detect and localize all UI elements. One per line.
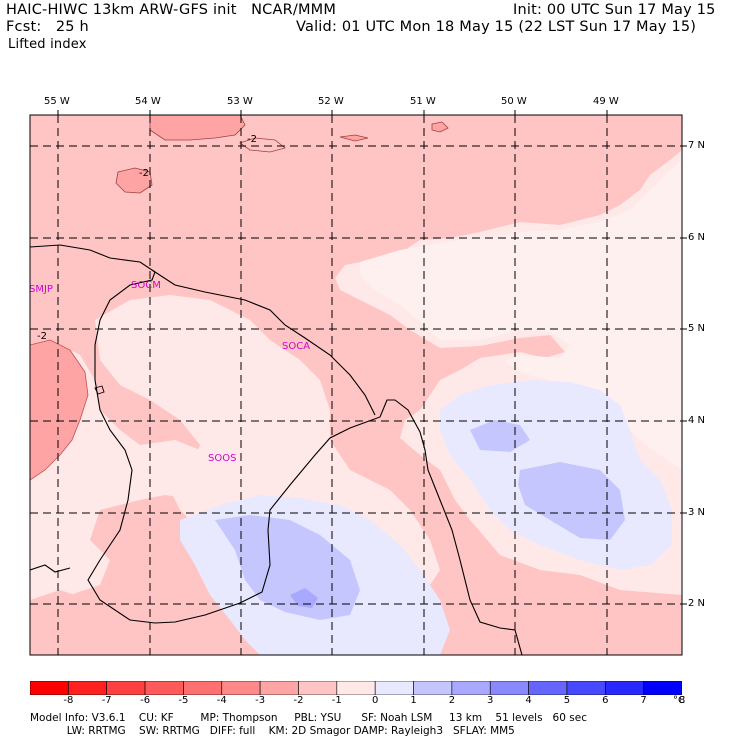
colorbar-swatch — [30, 681, 69, 695]
lon-label-54w: 54 W — [135, 96, 161, 107]
region-pos-2-3 — [290, 588, 318, 608]
title-line: HAIC-HIWC 13km ARW-GFS init NCAR/MMM — [6, 2, 337, 18]
region-neg2-neg3-c — [431, 121, 449, 133]
colorbar-tick-label: 0 — [372, 695, 379, 706]
map-frame — [29, 114, 683, 656]
colorbar-swatch — [183, 681, 223, 695]
colorbar-tick-label: 7 — [640, 695, 647, 706]
contour-label: -2 — [139, 168, 149, 179]
region-pos-1-2-b — [518, 462, 625, 540]
colorbar-tick-label: -2 — [293, 695, 304, 706]
init-time: Init: 00 UTC Sun 17 May 15 — [513, 2, 716, 18]
region-pos-1-2-south — [215, 515, 360, 620]
colorbar-swatch — [451, 681, 491, 695]
valid-time: Valid: 01 UTC Mon 18 May 15 (22 LST Sun … — [296, 19, 697, 35]
colorbar-swatch — [144, 681, 184, 695]
model-info-line-1: Model Info: V3.6.1 CU: KF MP: Thompson P… — [30, 712, 587, 724]
colorbar-swatch — [221, 681, 261, 695]
model-info-line-2: LW: RRTMG SW: RRTMG DIFF: full KM: 2D Sm… — [30, 725, 515, 737]
colorbar-swatch — [643, 681, 682, 695]
colorbar-tick-label: -3 — [255, 695, 266, 706]
colorbar — [30, 681, 682, 695]
contour-label: -2 — [37, 331, 47, 342]
colorbar-swatch — [566, 681, 606, 695]
lon-label-53w: 53 W — [227, 96, 253, 107]
colorbar-unit: °C — [673, 695, 685, 706]
lat-label-4n: 4 N — [688, 415, 706, 426]
colorbar-tick-label: -6 — [140, 695, 151, 706]
lon-label-51w: 51 W — [410, 96, 436, 107]
lifted-index-field: -2 -2 -2 SMJP SOCM SOCA SOOS — [29, 115, 682, 655]
coast-fragment-2 — [94, 385, 105, 395]
border-line-1 — [30, 244, 523, 655]
colorbar-tick-label: -7 — [101, 695, 112, 706]
colorbar-tick-label: 2 — [448, 695, 456, 706]
colorbar-swatch — [489, 681, 529, 695]
axis-ticks — [57, 110, 687, 605]
contour-label: -2 — [247, 134, 257, 145]
region-neg2-neg3-a — [115, 167, 153, 194]
colorbar-swatch — [413, 681, 453, 695]
station-label-soca: SOCA — [282, 341, 310, 352]
lat-label-6n: 6 N — [688, 232, 706, 243]
colorbar-swatch — [604, 681, 644, 695]
lat-label-3n: 3 N — [688, 507, 706, 518]
coast-fragment — [30, 564, 71, 573]
colorbar-swatch — [374, 681, 414, 695]
region-neg2-neg3-north — [149, 115, 246, 141]
region-neg2-neg3-west — [30, 339, 89, 481]
colorbar-swatch — [298, 681, 338, 695]
colorbar-tick-label: 5 — [563, 695, 571, 706]
colorbar-tick-label: 1 — [410, 695, 417, 706]
colorbar-swatch — [259, 681, 299, 695]
lat-label-7n: 7 N — [688, 140, 706, 151]
lat-label-5n: 5 N — [688, 323, 706, 334]
station-label-soos: SOOS — [208, 453, 236, 464]
colorbar-tick-label: 8 — [678, 695, 686, 706]
colorbar-tick-label: -8 — [63, 695, 74, 706]
lat-label-2n: 2 N — [688, 598, 706, 609]
graticule — [30, 115, 682, 655]
colorbar-tick-label: -1 — [331, 695, 342, 706]
colorbar-swatch — [336, 681, 376, 695]
colorbar-tick-label: -4 — [216, 695, 227, 706]
colorbar-swatch — [528, 681, 568, 695]
colorbar-swatch — [68, 681, 107, 695]
colorbar-tick-label: 6 — [602, 695, 609, 706]
colorbar-tick-label: -5 — [178, 695, 189, 706]
region-neg2-neg3-b — [339, 134, 369, 142]
forecast-hour: Fcst: 25 h — [6, 19, 89, 35]
lon-label-55w: 55 W — [44, 96, 70, 107]
colorbar-tick-label: 3 — [487, 695, 494, 706]
lon-label-50w: 50 W — [501, 96, 527, 107]
station-label-smjp: SMJP — [29, 284, 53, 295]
colorbar-tick-label: 4 — [525, 695, 532, 706]
lon-label-49w: 49 W — [593, 96, 619, 107]
border-line-2 — [151, 269, 376, 416]
field-name: Lifted index — [8, 37, 87, 52]
colorbar-swatch — [106, 681, 146, 695]
contour-neg2-d — [239, 137, 286, 153]
station-label-socm: SOCM — [131, 280, 161, 291]
lon-label-52w: 52 W — [318, 96, 344, 107]
